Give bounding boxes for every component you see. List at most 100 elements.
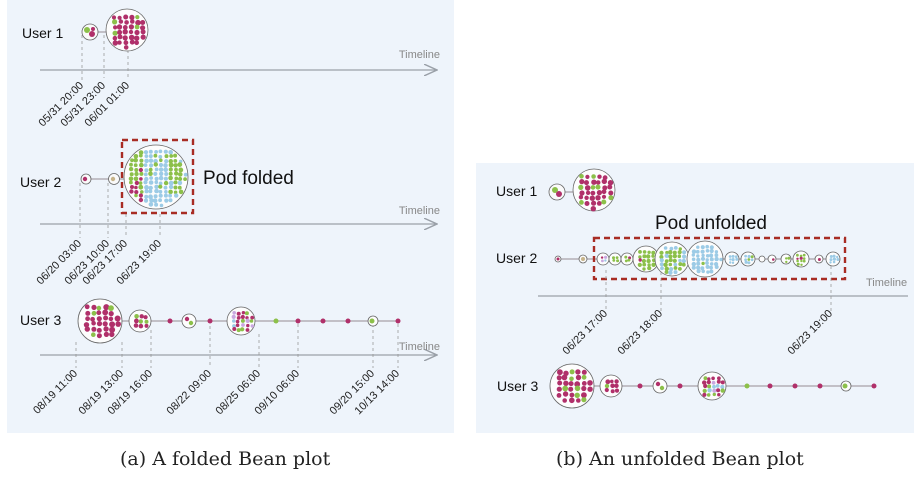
bean-seed: [678, 267, 682, 271]
bean-seed: [235, 323, 240, 328]
bean-seed: [133, 157, 138, 163]
bean-seed-cluster: [728, 254, 739, 264]
date-label: 06/23 18:00: [616, 308, 666, 358]
bean-seed: [799, 254, 803, 258]
bean-seed: [556, 191, 562, 197]
bean-seed: [96, 333, 102, 339]
date-label: 06/23 19:00: [786, 308, 836, 358]
folded-bean-plot-panel: [7, 0, 454, 433]
bean-seed: [168, 193, 173, 198]
bean-seed: [557, 380, 563, 386]
bean-seed: [800, 263, 803, 266]
bean-seed: [89, 31, 95, 37]
bean-seed: [140, 25, 146, 31]
bean-seed: [139, 171, 144, 176]
bean-seed: [600, 256, 604, 259]
bean-seed: [717, 376, 721, 381]
bean-seed: [802, 259, 806, 263]
bean-seed: [682, 254, 687, 259]
bean-seed: [584, 180, 589, 186]
bean-seed: [584, 185, 591, 191]
bean-seed: [164, 172, 169, 176]
bean-seed: [585, 174, 590, 179]
bean-seed: [647, 263, 651, 267]
bean-seed: [240, 314, 245, 320]
bean-seed: [734, 255, 738, 259]
bean-seed: [614, 388, 620, 393]
bean-seed: [556, 386, 562, 392]
bean-seed: [706, 270, 710, 274]
caption-folded: (a) A folded Bean plot: [120, 448, 331, 470]
bean-seed: [168, 180, 174, 186]
user-1-label-b: User 1: [496, 183, 537, 199]
bean-seed: [122, 25, 128, 30]
bean-seed: [154, 188, 159, 194]
bean-circle: [620, 252, 634, 266]
bean-seed: [720, 388, 725, 393]
bean-seed: [604, 259, 607, 262]
bean-seed: [109, 331, 115, 338]
bean-seed: [720, 380, 725, 385]
bean-seed: [138, 184, 144, 190]
bean-seed: [785, 260, 788, 264]
bean-seed: [744, 260, 748, 264]
bean-seed: [735, 257, 739, 261]
bean-seed: [148, 180, 154, 185]
bean-seed: [134, 193, 138, 198]
bean-seed: [139, 314, 144, 319]
bean-seed: [574, 385, 581, 392]
bean-seed: [134, 40, 139, 46]
bean-seed: [138, 181, 143, 185]
bean-seed: [596, 190, 603, 196]
bean-seed: [153, 171, 158, 176]
bean-seed-cluster: [83, 304, 121, 339]
bean-seed: [709, 269, 714, 274]
bean-seed: [590, 185, 596, 190]
bean-seed: [178, 167, 184, 173]
bean-seed: [673, 270, 678, 275]
bean-seed: [134, 180, 140, 186]
bean-seed: [707, 377, 711, 381]
bean-seed: [144, 319, 149, 324]
bean-seed: [610, 383, 615, 389]
bean-seed: [139, 177, 143, 181]
bean-seed: [584, 195, 589, 200]
timeline-label-user-3: Timeline: [399, 341, 440, 353]
bean-seed: [143, 163, 148, 168]
bean-seed: [817, 383, 823, 389]
bean-seed: [128, 176, 134, 182]
bean-seed: [601, 189, 607, 195]
bean-seed: [747, 261, 751, 265]
bean-seed: [556, 257, 560, 261]
bean-seed: [575, 369, 581, 375]
bean-seed: [716, 388, 721, 393]
bean-seed: [711, 380, 716, 385]
bean-seed-cluster: [744, 254, 754, 265]
bean-seed-cluster: [111, 14, 146, 50]
bean-seed: [562, 385, 569, 392]
bean-seed: [705, 258, 709, 262]
bean-seed: [134, 318, 139, 324]
bean-seed: [174, 193, 179, 198]
bean-seed: [245, 328, 250, 332]
bean-seed-cluster: [772, 258, 775, 261]
bean-seed: [117, 34, 123, 40]
bean-seed: [642, 262, 647, 267]
bean-seed: [747, 254, 751, 259]
bean-seed: [144, 194, 149, 199]
bean-seed: [637, 383, 643, 389]
bean-seed: [295, 318, 301, 324]
bean-seed: [712, 392, 716, 397]
pod-unfolded-label: Pod unfolded: [655, 213, 767, 234]
bean-seed: [178, 172, 183, 177]
bean-seed: [660, 266, 664, 271]
bean-seed: [659, 262, 664, 267]
bean-seed: [700, 256, 706, 261]
bean-seed: [719, 257, 723, 262]
bean-seed: [153, 153, 158, 158]
bean-seed: [717, 393, 721, 397]
bean-seed: [581, 374, 587, 380]
bean-seed: [167, 318, 173, 324]
bean-seed: [614, 379, 619, 384]
bean-seed: [112, 35, 118, 41]
